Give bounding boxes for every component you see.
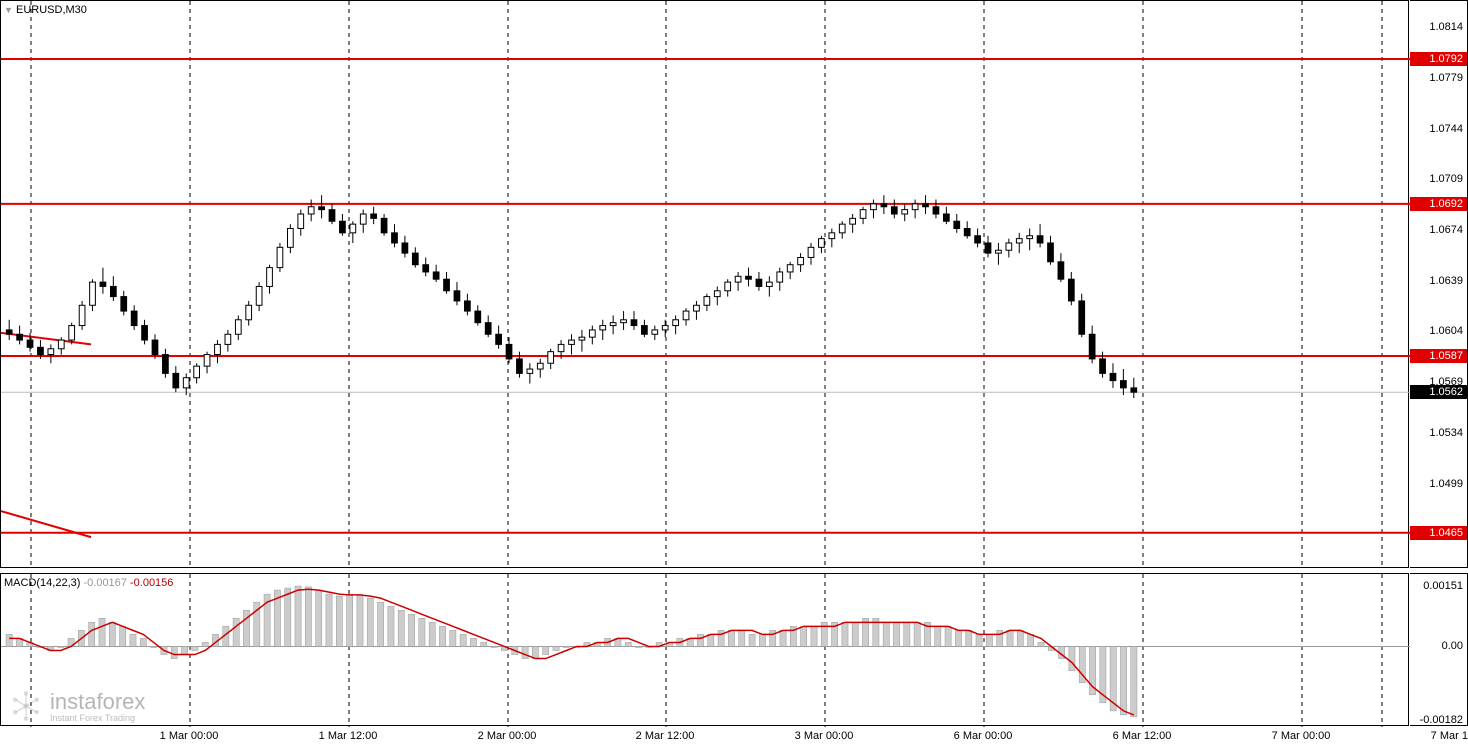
x-tick-label: 3 Mar 00:00 — [795, 730, 854, 742]
macd-y-tick: 0.00151 — [1423, 580, 1463, 592]
logo-icon — [8, 688, 44, 724]
macd-chart[interactable]: MACD(14,22,3) -0.00167 -0.00156 — [0, 573, 1409, 726]
x-tick-label: 6 Mar 12:00 — [1113, 730, 1172, 742]
y-level-label: 1.0465 — [1410, 526, 1467, 540]
y-tick-label: 1.0604 — [1429, 325, 1463, 337]
macd-svg — [1, 574, 1410, 727]
macd-val1: -0.00167 — [83, 577, 126, 589]
y-axis-macd: 0.00151 0.00 -0.00182 — [1410, 573, 1468, 726]
dropdown-icon: ▼ — [4, 5, 13, 15]
y-tick-label: 1.0779 — [1429, 72, 1463, 84]
chart-title: ▼ EURUSD,M30 — [4, 4, 87, 16]
current-price-label: 1.0562 — [1410, 385, 1467, 399]
y-tick-label: 1.0639 — [1429, 275, 1463, 287]
watermark-brand: instaforex — [50, 689, 145, 714]
price-chart[interactable]: ▼ EURUSD,M30 — [0, 0, 1409, 568]
y-tick-label: 1.0744 — [1429, 123, 1463, 135]
x-tick-label: 1 Mar 12:00 — [319, 730, 378, 742]
watermark: instaforex Instant Forex Trading — [8, 688, 145, 724]
watermark-tagline: Instant Forex Trading — [50, 713, 145, 723]
y-level-label: 1.0587 — [1410, 349, 1467, 363]
macd-val2: -0.00156 — [130, 577, 173, 589]
y-tick-label: 1.0499 — [1429, 478, 1463, 490]
x-tick-label: 6 Mar 00:00 — [954, 730, 1013, 742]
macd-y-tick: -0.00182 — [1420, 714, 1463, 726]
macd-label-text: MACD(14,22,3) — [4, 577, 80, 589]
symbol-label: EURUSD — [16, 4, 62, 16]
macd-title: MACD(14,22,3) -0.00167 -0.00156 — [4, 577, 173, 589]
x-tick-label: 7 Mar 00:00 — [1272, 730, 1331, 742]
x-tick-label: 2 Mar 12:00 — [636, 730, 695, 742]
y-level-label: 1.0792 — [1410, 52, 1467, 66]
x-tick-label: 7 Mar 12:00 — [1431, 730, 1468, 742]
chart-container: ▼ EURUSD,M30 1.08141.07791.07441.07091.0… — [0, 0, 1468, 750]
y-tick-label: 1.0674 — [1429, 224, 1463, 236]
x-tick-label: 2 Mar 00:00 — [478, 730, 537, 742]
y-tick-label: 1.0814 — [1429, 21, 1463, 33]
price-svg — [1, 1, 1410, 569]
y-level-label: 1.0692 — [1410, 197, 1467, 211]
y-tick-label: 1.0534 — [1429, 427, 1463, 439]
y-tick-label: 1.0709 — [1429, 173, 1463, 185]
y-axis-price: 1.0814 1.0779 1.0744 1.0709 1.0674 1.0639 1.06… — [1410, 0, 1468, 568]
timeframe-label: M30 — [66, 4, 87, 16]
x-tick-label: 1 Mar 00:00 — [160, 730, 219, 742]
x-axis: 1 Mar 00:00 1 Mar 12:00 2 Mar 00:00 2 Mar 1… — [0, 726, 1468, 750]
macd-y-tick: 0.00 — [1442, 640, 1463, 652]
